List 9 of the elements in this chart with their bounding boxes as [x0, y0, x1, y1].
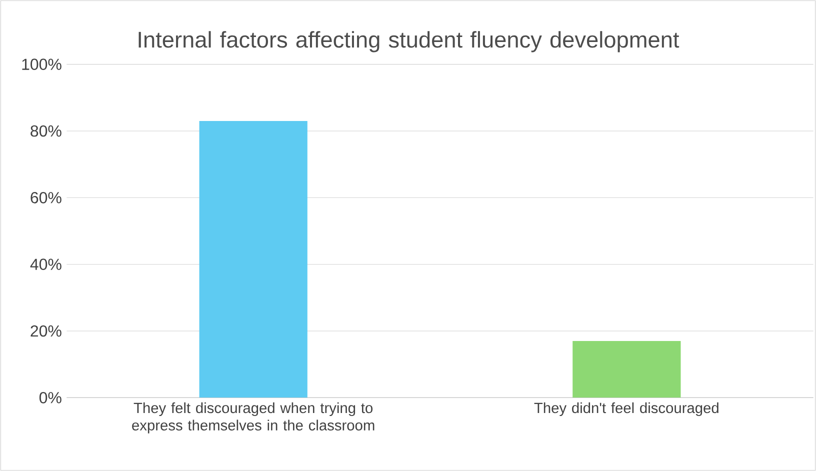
- x-tick-label: They didn't feel discouraged: [534, 402, 718, 416]
- y-tick-label: 40%: [30, 258, 62, 270]
- y-tick-label: 100%: [22, 58, 62, 70]
- x-tick-label: They felt discouraged when trying to express themselves in the classroom: [132, 402, 374, 434]
- y-tick-label: 0%: [39, 392, 62, 404]
- chart-title: Internal factors affecting student fluency development: [138, 31, 680, 52]
- y-tick-label: 80%: [30, 125, 62, 137]
- y-tick-label: 20%: [30, 325, 62, 337]
- y-tick-label: 60%: [30, 192, 62, 204]
